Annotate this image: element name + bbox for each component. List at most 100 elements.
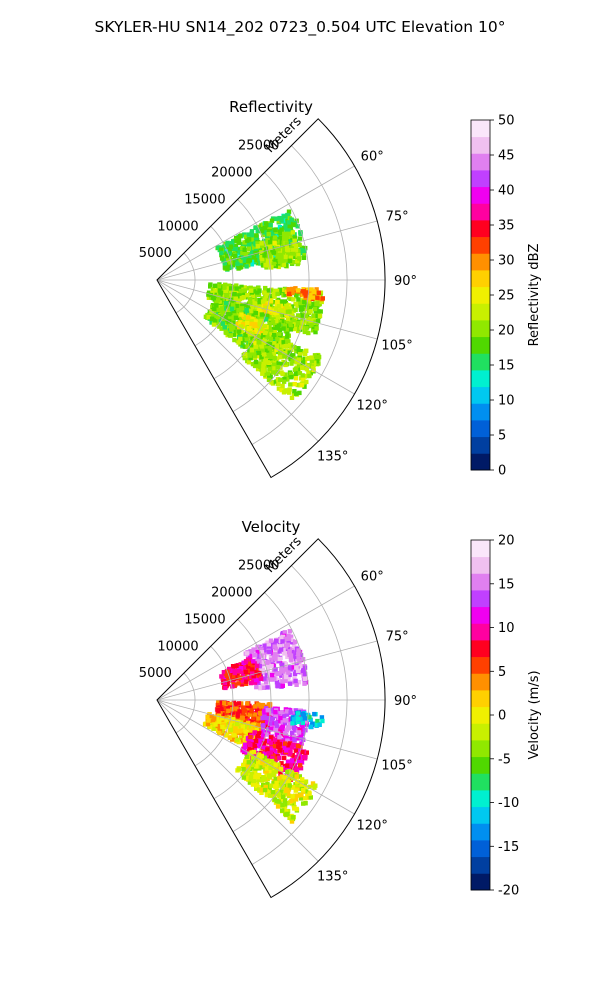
echo-cell — [269, 332, 274, 337]
echo-cell — [255, 227, 260, 233]
echo-cell — [269, 657, 274, 663]
echo-cell — [226, 708, 231, 713]
echo-cell — [276, 762, 281, 767]
echo-cell — [300, 727, 305, 732]
echo-cell — [256, 739, 261, 744]
echo-cell — [250, 727, 256, 733]
echo-cell — [261, 733, 266, 738]
echo-cell — [274, 756, 279, 761]
echo-cell — [255, 241, 260, 246]
echo-cell — [274, 639, 279, 644]
echo-cell — [264, 679, 269, 685]
echo-cell — [282, 287, 287, 293]
echo-cell — [264, 732, 269, 737]
echo-cell — [268, 765, 273, 770]
echo-cell — [271, 770, 276, 775]
range-ring — [175, 672, 196, 734]
echo-cell — [300, 711, 305, 717]
echo-cell — [276, 718, 281, 724]
echo-cell — [274, 216, 279, 221]
colorbar-segment — [471, 386, 490, 404]
echo-cell — [247, 780, 253, 785]
echo-cell — [234, 286, 239, 291]
echo-cell — [276, 322, 282, 327]
echo-cell — [267, 321, 272, 327]
echo-cell — [280, 679, 285, 684]
echo-cell — [292, 389, 297, 394]
range-ring — [194, 646, 234, 767]
echo-cell — [293, 748, 299, 753]
echo-cell — [305, 364, 310, 369]
colorbar-tick-label: 0 — [498, 464, 506, 479]
echo-cell — [262, 308, 267, 314]
echo-cell — [282, 233, 287, 238]
echo-cell — [267, 366, 272, 371]
echo-cell — [303, 796, 308, 801]
echo-cell — [289, 375, 294, 380]
echo-cell — [286, 323, 291, 328]
echo-cell — [266, 643, 271, 648]
echo-cell — [286, 231, 291, 236]
echo-cell — [226, 246, 231, 252]
echo-cell — [264, 792, 270, 798]
echo-cell — [273, 720, 279, 725]
echo-cell — [289, 316, 294, 321]
echo-cell — [230, 303, 236, 308]
echo-cell — [282, 798, 288, 803]
echo-cell — [279, 387, 284, 393]
echo-cell — [288, 750, 293, 755]
echo-cell — [255, 366, 261, 372]
range-axis-label: Meters — [263, 534, 305, 576]
echo-cell — [251, 715, 256, 720]
echo-cell — [279, 761, 284, 766]
azimuth-spoke — [156, 279, 319, 442]
echo-cell — [285, 319, 290, 325]
echo-cell — [262, 290, 267, 295]
colorbar-segment — [471, 153, 490, 171]
colorbar-tick-label: 15 — [498, 359, 515, 374]
echo-cell — [283, 254, 288, 260]
echo-cell — [235, 721, 240, 727]
colorbar-tick-label: 50 — [498, 114, 515, 129]
echo-cell — [312, 304, 317, 309]
echo-cell — [241, 660, 246, 665]
echo-cell — [289, 724, 294, 729]
figure-title: SKYLER-HU SN14_202 0723_0.504 UTC Elevat… — [95, 18, 506, 37]
echo-cell — [264, 769, 269, 774]
colorbar-segment — [471, 790, 490, 808]
echo-cell — [222, 718, 227, 723]
echo-cell — [252, 770, 257, 775]
echo-cell — [245, 714, 250, 719]
echo-cell — [279, 797, 284, 802]
echo-cell — [289, 745, 295, 750]
echo-cell — [296, 253, 301, 258]
echo-cell — [245, 676, 250, 681]
echo-cell — [239, 284, 244, 290]
echo-cell — [241, 767, 246, 772]
echo-cell — [242, 352, 248, 357]
echo-cell — [296, 651, 301, 657]
echo-cell — [242, 344, 247, 349]
echo-cell — [290, 359, 295, 364]
range-ring — [213, 199, 272, 380]
colorbar-label: Velocity (m/s) — [527, 670, 542, 759]
echo-cell — [304, 379, 309, 385]
echo-cell — [206, 292, 211, 297]
echo-cell — [216, 719, 222, 724]
echo-cell — [281, 390, 287, 395]
echo-cell — [293, 371, 299, 377]
echo-cell — [261, 723, 266, 728]
echo-cell — [272, 330, 278, 335]
echo-cell — [264, 247, 269, 252]
echo-cell — [233, 726, 238, 731]
echo-cell — [260, 299, 266, 304]
echo-cell — [286, 636, 292, 641]
echo-cell — [222, 285, 227, 290]
echo-cell — [225, 242, 230, 248]
azimuth-spoke — [156, 699, 319, 862]
echo-cell — [231, 679, 236, 684]
echo-cell — [271, 334, 276, 340]
echo-cell — [232, 313, 237, 318]
echo-cell — [274, 306, 279, 311]
colorbar-segment — [471, 403, 490, 421]
